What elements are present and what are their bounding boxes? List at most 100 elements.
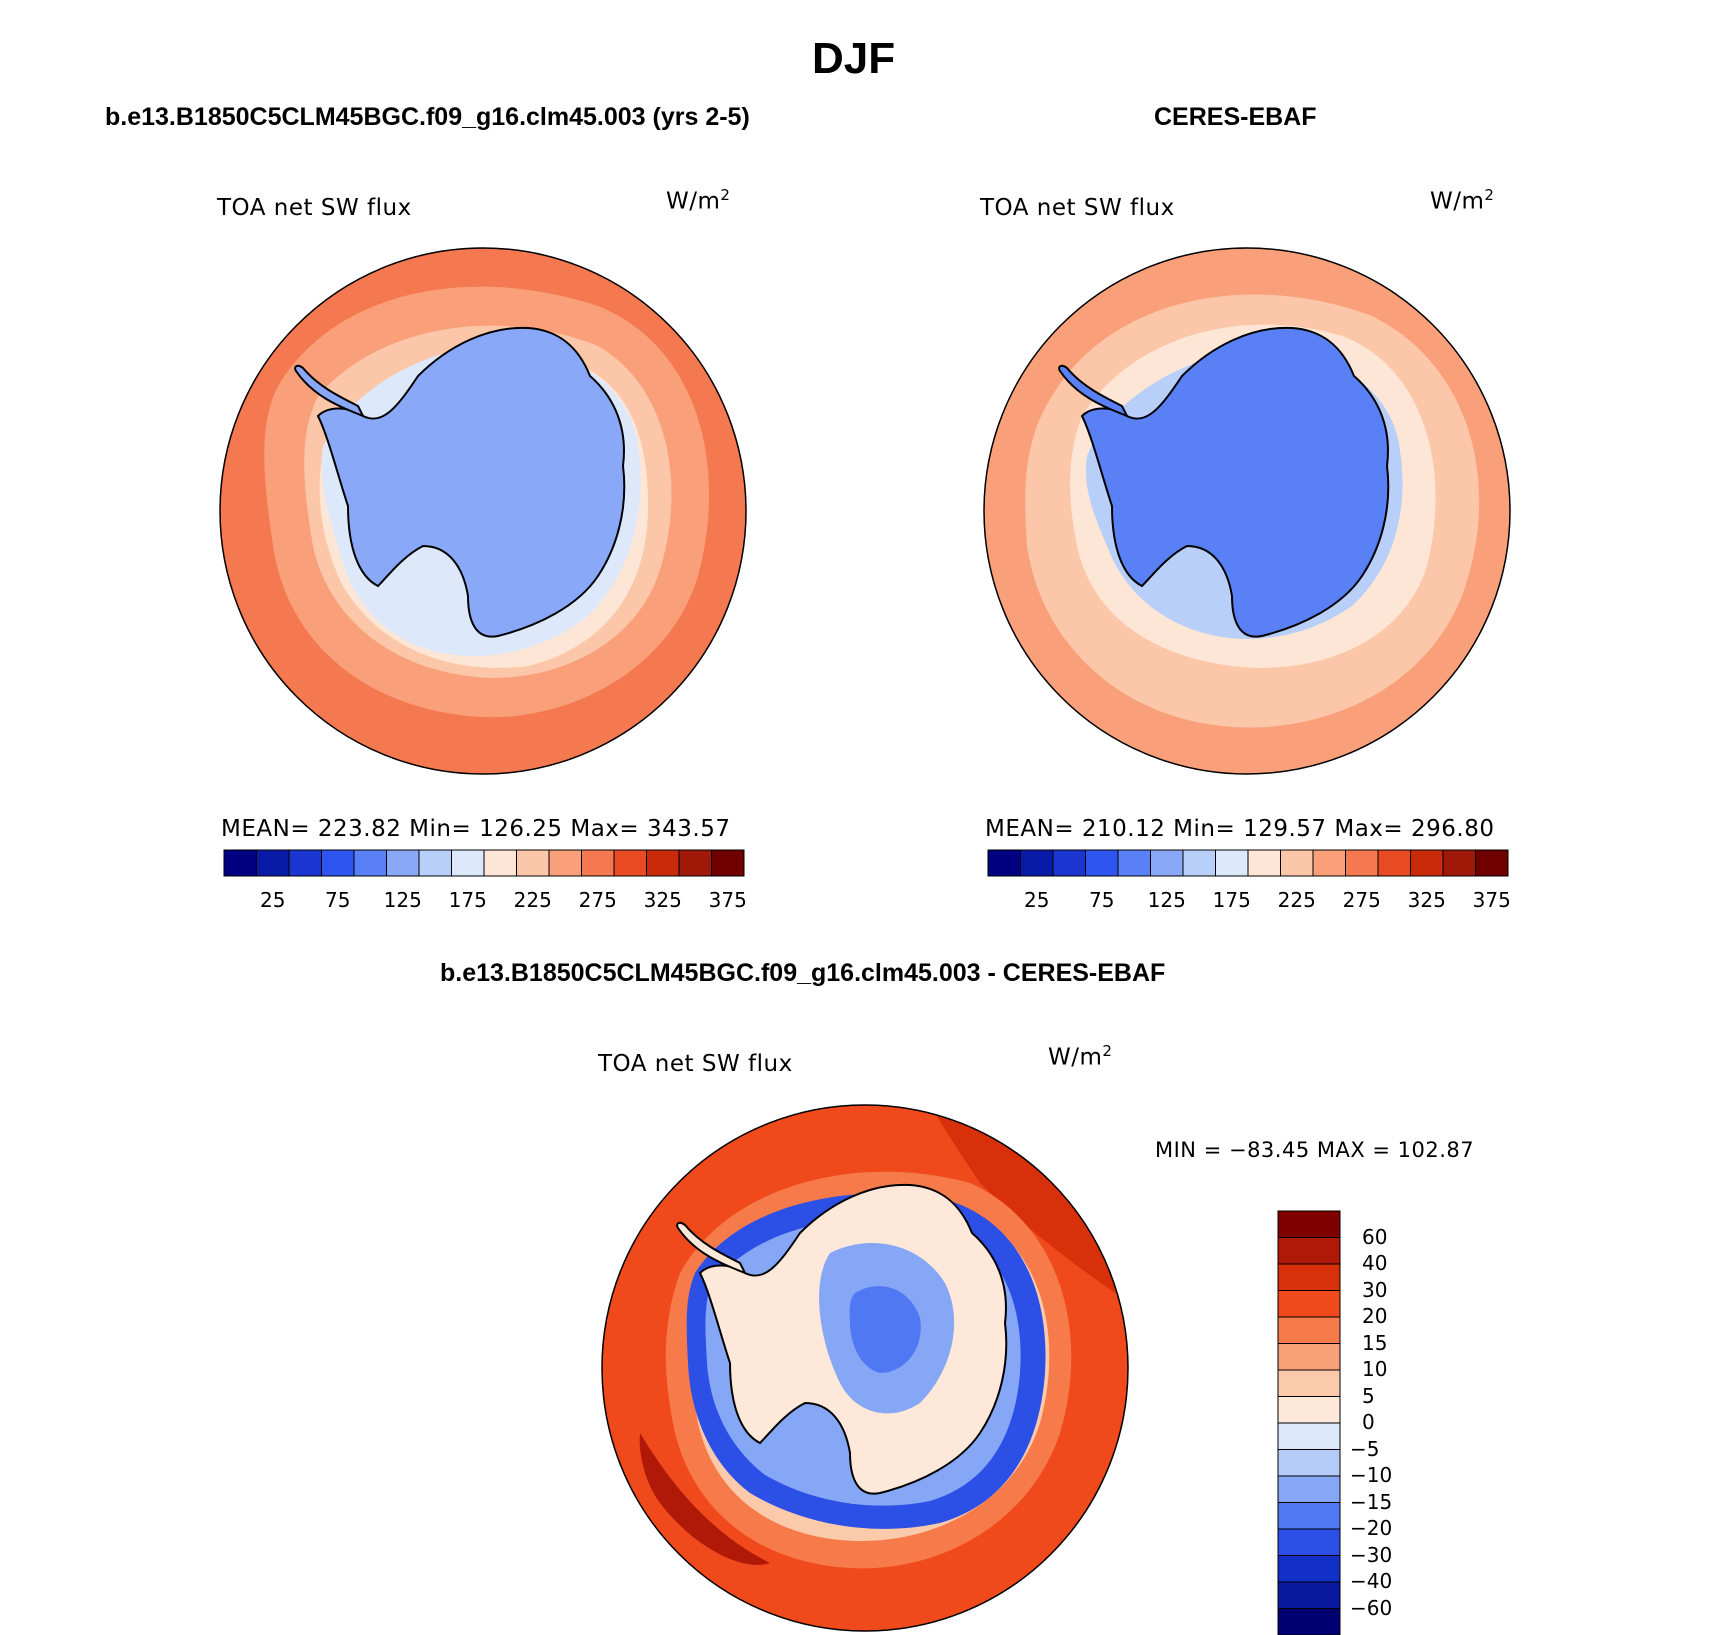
diff-colorbar-swatch (1278, 1317, 1340, 1344)
panel2-colorbar-swatch (1021, 850, 1054, 876)
panel1-variable-label: TOA net SW flux (217, 195, 412, 221)
diff-colorbar-swatch (1278, 1238, 1340, 1265)
diff-colorbar-swatch (1278, 1476, 1340, 1503)
panel2-units: W/m2 (1430, 186, 1494, 215)
diff-colorbar-tick-label: −10 (1350, 1463, 1392, 1487)
panel1-colorbar-tick-label: 175 (438, 888, 498, 912)
panel2-colorbar-swatch (1053, 850, 1086, 876)
panel2-colorbar-tick-label: 375 (1462, 888, 1522, 912)
panel2-variable-label: TOA net SW flux (980, 195, 1175, 221)
panel2-colorbar-swatch (1118, 850, 1151, 876)
panel1-colorbar-tick-label: 75 (308, 888, 368, 912)
diff-colorbar-tick-label: −60 (1350, 1596, 1392, 1620)
panel2-polar-map (982, 246, 1512, 776)
panel2-colorbar-swatch (1443, 850, 1476, 876)
diff-colorbar-tick-label: 15 (1362, 1331, 1387, 1355)
diff-colorbar-swatch (1278, 1582, 1340, 1609)
panel1-colorbar-tick-label: 375 (698, 888, 758, 912)
diff-colorbar-swatch (1278, 1503, 1340, 1530)
panel2-colorbar-tick-label: 75 (1072, 888, 1132, 912)
diff-units: W/m2 (1048, 1042, 1112, 1071)
diff-colorbar-swatch (1278, 1423, 1340, 1450)
panel1-colorbar-swatch (679, 850, 712, 876)
panel1-colorbar-tick-label: 325 (633, 888, 693, 912)
diff-colorbar-swatch (1278, 1529, 1340, 1556)
panel2-colorbar-swatch (1313, 850, 1346, 876)
panel1-colorbar-swatch (257, 850, 290, 876)
diff-colorbar-swatch (1278, 1211, 1340, 1238)
panel1-colorbar (224, 850, 744, 880)
panel2-colorbar-swatch (1216, 850, 1249, 876)
panel1-colorbar-swatch (322, 850, 355, 876)
panel1-colorbar-swatch (387, 850, 420, 876)
panel2-stats: MEAN= 210.12 Min= 129.57 Max= 296.80 (985, 816, 1494, 842)
diff-polar-map (600, 1103, 1130, 1633)
diff-colorbar-swatch (1278, 1450, 1340, 1477)
panel1-colorbar-tick-label: 125 (373, 888, 433, 912)
panel2-colorbar-swatch (1476, 850, 1509, 876)
panel2-colorbar-swatch (1248, 850, 1281, 876)
panel1-colorbar-swatch (224, 850, 257, 876)
panel1-units: W/m2 (666, 186, 730, 215)
diff-colorbar-swatch (1278, 1609, 1340, 1635)
diff-colorbar-tick-label: 0 (1362, 1410, 1375, 1434)
panel1-colorbar-swatch (614, 850, 647, 876)
panel1-colorbar-swatch (289, 850, 322, 876)
panel1-colorbar-tick-label: 275 (568, 888, 628, 912)
panel2-colorbar-swatch (1411, 850, 1444, 876)
diff-stats: MIN = −83.45 MAX = 102.87 (1155, 1138, 1474, 1162)
panel2-colorbar-swatch (1086, 850, 1119, 876)
panel1-colorbar-swatch (549, 850, 582, 876)
panel2-colorbar-swatch (1151, 850, 1184, 876)
panel1-polar-map (218, 246, 748, 776)
panel1-colorbar-swatch (647, 850, 680, 876)
panel2-colorbar-tick-label: 325 (1397, 888, 1457, 912)
panel2-colorbar (988, 850, 1508, 880)
panel2-colorbar-swatch (1281, 850, 1314, 876)
panel1-colorbar-tick-label: 25 (243, 888, 303, 912)
diff-variable-label: TOA net SW flux (598, 1051, 793, 1077)
panel2-colorbar-tick-label: 125 (1137, 888, 1197, 912)
diff-colorbar-tick-label: −15 (1350, 1490, 1392, 1514)
panel1-colorbar-swatch (452, 850, 485, 876)
diff-colorbar (1278, 1211, 1342, 1635)
diff-colorbar-tick-label: −40 (1350, 1569, 1392, 1593)
main-title: DJF (812, 34, 895, 84)
diff-colorbar-tick-label: −30 (1350, 1543, 1392, 1567)
diff-colorbar-swatch (1278, 1291, 1340, 1318)
diff-colorbar-tick-label: 10 (1362, 1357, 1387, 1381)
panel2-colorbar-tick-label: 25 (1007, 888, 1067, 912)
diff-colorbar-tick-label: −20 (1350, 1516, 1392, 1540)
diff-colorbar-tick-label: −5 (1350, 1437, 1379, 1461)
panel1-colorbar-swatch (712, 850, 745, 876)
panel2-colorbar-swatch (1346, 850, 1379, 876)
panel1-colorbar-swatch (517, 850, 550, 876)
panel1-colorbar-swatch (419, 850, 452, 876)
diff-panel-title: b.e13.B1850C5CLM45BGC.f09_g16.clm45.003 … (440, 959, 1165, 988)
diff-colorbar-swatch (1278, 1344, 1340, 1371)
panel2-colorbar-tick-label: 225 (1267, 888, 1327, 912)
panel1-colorbar-swatch (582, 850, 615, 876)
panel2-colorbar-swatch (1183, 850, 1216, 876)
diff-colorbar-swatch (1278, 1397, 1340, 1424)
panel2-colorbar-tick-label: 175 (1202, 888, 1262, 912)
diff-colorbar-swatch (1278, 1556, 1340, 1583)
diff-colorbar-swatch (1278, 1370, 1340, 1397)
diff-colorbar-tick-label: 30 (1362, 1278, 1387, 1302)
diff-colorbar-swatch (1278, 1264, 1340, 1291)
panel1-colorbar-swatch (484, 850, 517, 876)
diff-colorbar-tick-label: 5 (1362, 1384, 1375, 1408)
panel2-colorbar-swatch (988, 850, 1021, 876)
panel1-title: b.e13.B1850C5CLM45BGC.f09_g16.clm45.003 … (105, 103, 750, 132)
panel1-stats: MEAN= 223.82 Min= 126.25 Max= 343.57 (221, 816, 730, 842)
panel1-colorbar-swatch (354, 850, 387, 876)
diff-colorbar-tick-label: 60 (1362, 1225, 1387, 1249)
panel2-title: CERES-EBAF (1154, 103, 1317, 132)
panel2-colorbar-swatch (1378, 850, 1411, 876)
panel1-colorbar-tick-label: 225 (503, 888, 563, 912)
diff-colorbar-tick-label: 20 (1362, 1304, 1387, 1328)
diff-colorbar-tick-label: 40 (1362, 1251, 1387, 1275)
